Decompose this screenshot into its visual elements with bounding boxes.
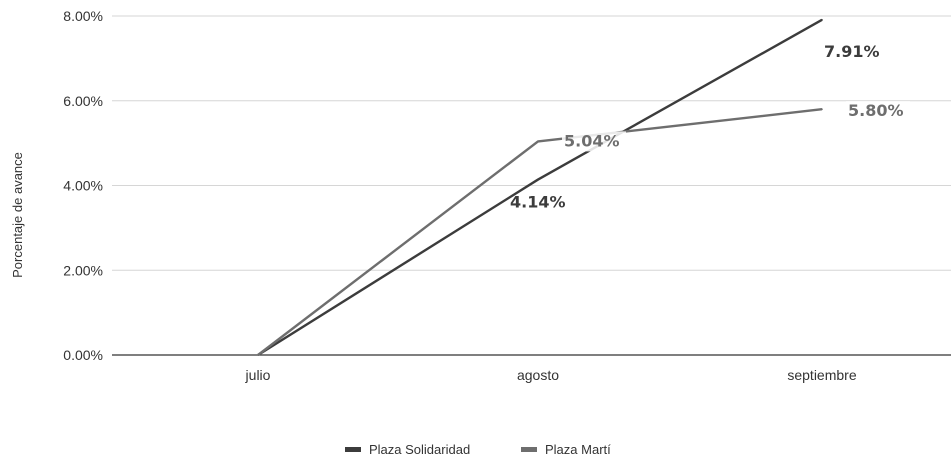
y-tick-label: 4.00% [63, 178, 103, 194]
data-label: 5.04% [564, 131, 620, 150]
series-lines [257, 18, 823, 357]
y-tick-label: 6.00% [63, 93, 103, 109]
data-point [257, 354, 259, 356]
data-labels: 4.14% 7.91% 5.04% 5.80% [510, 42, 910, 212]
data-label-background [846, 101, 910, 122]
data-label: 4.14% [510, 193, 566, 212]
data-label: 5.80% [848, 101, 904, 120]
y-axis-title: Porcentaje de avance [10, 152, 25, 278]
legend-swatch [345, 447, 361, 452]
legend-label: Plaza Solidaridad [369, 442, 470, 457]
x-axis-ticks: julio agosto septiembre [245, 367, 857, 383]
data-point [537, 140, 539, 143]
y-tick-label: 2.00% [63, 262, 103, 278]
y-tick-label: 0.00% [63, 347, 103, 363]
y-tick-label: 8.00% [63, 8, 103, 24]
data-label-background [562, 131, 626, 152]
x-tick-label: septiembre [787, 367, 856, 383]
gridlines [112, 15, 951, 271]
legend[interactable]: Plaza Solidaridad Plaza Martí [345, 442, 611, 457]
legend-item[interactable]: Plaza Martí [521, 442, 611, 457]
y-axis-ticks: 0.00% 2.00% 4.00% 6.00% 8.00% [63, 8, 103, 363]
data-point [537, 178, 539, 181]
legend-label: Plaza Martí [545, 442, 611, 457]
data-label: 7.91% [824, 42, 880, 61]
x-tick-label: agosto [517, 367, 559, 383]
series-line-0 [257, 18, 823, 357]
legend-swatch [521, 447, 537, 452]
data-point [821, 108, 823, 111]
series-line-1 [257, 108, 823, 356]
x-tick-label: julio [245, 367, 271, 383]
data-point [821, 19, 823, 21]
legend-item[interactable]: Plaza Solidaridad [345, 442, 470, 457]
